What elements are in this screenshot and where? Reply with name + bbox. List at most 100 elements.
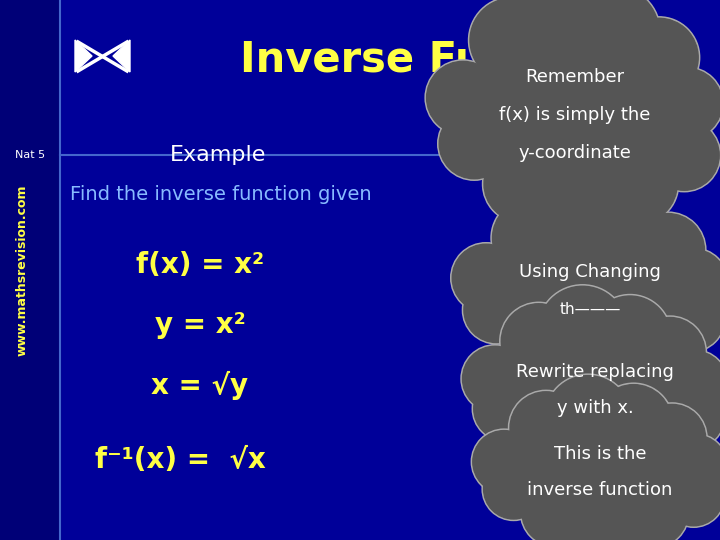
Text: f(x) = x²: f(x) = x² xyxy=(136,251,264,279)
Circle shape xyxy=(482,145,561,224)
Circle shape xyxy=(649,120,719,190)
Circle shape xyxy=(473,430,535,493)
Circle shape xyxy=(564,405,639,480)
Text: Example: Example xyxy=(170,145,266,165)
Circle shape xyxy=(521,479,588,540)
Circle shape xyxy=(570,0,659,77)
Circle shape xyxy=(498,198,683,382)
Circle shape xyxy=(616,400,686,470)
Text: f⁻¹(x) =  √x: f⁻¹(x) = √x xyxy=(94,446,266,474)
Circle shape xyxy=(539,152,626,239)
Circle shape xyxy=(451,242,521,313)
Circle shape xyxy=(477,17,673,213)
Circle shape xyxy=(599,145,678,223)
Circle shape xyxy=(540,153,624,238)
Circle shape xyxy=(491,198,572,279)
Circle shape xyxy=(425,60,501,136)
Text: www.mathsrevision.com: www.mathsrevision.com xyxy=(16,184,29,356)
Polygon shape xyxy=(113,40,130,72)
Text: Rewrite replacing: Rewrite replacing xyxy=(516,363,674,381)
Text: f(x) is simply the: f(x) is simply the xyxy=(499,106,651,124)
Circle shape xyxy=(639,404,706,471)
Circle shape xyxy=(585,191,668,274)
Circle shape xyxy=(557,307,636,385)
Polygon shape xyxy=(75,40,92,72)
Circle shape xyxy=(508,302,683,477)
Text: y-coordinate: y-coordinate xyxy=(518,144,631,162)
Circle shape xyxy=(665,434,720,497)
Circle shape xyxy=(634,316,706,389)
Circle shape xyxy=(660,383,720,449)
Circle shape xyxy=(595,384,672,462)
Circle shape xyxy=(611,300,686,376)
Circle shape xyxy=(652,69,720,138)
Circle shape xyxy=(556,306,637,387)
Circle shape xyxy=(514,401,581,469)
Circle shape xyxy=(562,403,640,482)
Circle shape xyxy=(439,109,509,179)
Text: Nat 5: Nat 5 xyxy=(15,150,45,160)
Circle shape xyxy=(512,400,582,470)
Circle shape xyxy=(631,214,704,286)
Circle shape xyxy=(500,302,577,380)
Circle shape xyxy=(568,0,660,78)
Circle shape xyxy=(662,350,720,415)
Circle shape xyxy=(492,199,570,277)
Circle shape xyxy=(598,143,679,225)
Circle shape xyxy=(474,377,536,440)
Circle shape xyxy=(462,346,528,411)
Circle shape xyxy=(619,478,689,540)
Text: This is the: This is the xyxy=(554,445,647,463)
Circle shape xyxy=(537,285,628,375)
Circle shape xyxy=(659,286,720,350)
Circle shape xyxy=(630,212,706,288)
Circle shape xyxy=(657,284,720,352)
Circle shape xyxy=(438,107,510,180)
Circle shape xyxy=(461,345,529,413)
Circle shape xyxy=(475,16,675,214)
Circle shape xyxy=(594,383,673,463)
Text: Remember: Remember xyxy=(526,68,624,86)
Circle shape xyxy=(506,301,684,479)
Circle shape xyxy=(664,351,720,414)
Text: inverse function: inverse function xyxy=(527,481,672,499)
Circle shape xyxy=(510,0,611,73)
Circle shape xyxy=(516,388,684,540)
Text: Find the inverse function given: Find the inverse function given xyxy=(70,186,372,205)
Circle shape xyxy=(484,146,559,222)
Circle shape xyxy=(618,17,700,98)
Circle shape xyxy=(501,303,576,379)
Circle shape xyxy=(621,479,688,540)
Circle shape xyxy=(648,119,720,192)
Circle shape xyxy=(508,390,583,465)
Circle shape xyxy=(539,286,626,374)
Circle shape xyxy=(664,466,720,526)
Circle shape xyxy=(661,385,720,448)
Circle shape xyxy=(635,318,705,388)
Text: y = x²: y = x² xyxy=(155,311,246,339)
Circle shape xyxy=(531,180,623,272)
Circle shape xyxy=(666,435,720,495)
Circle shape xyxy=(590,296,670,376)
Circle shape xyxy=(546,376,630,460)
Circle shape xyxy=(470,0,554,82)
Circle shape xyxy=(482,457,545,521)
Circle shape xyxy=(462,276,531,344)
Circle shape xyxy=(515,387,685,540)
Circle shape xyxy=(583,190,670,275)
Circle shape xyxy=(464,278,529,342)
Circle shape xyxy=(426,62,500,134)
Circle shape xyxy=(484,459,544,519)
Text: y with x.: y with x. xyxy=(557,399,634,417)
Text: Using Changing: Using Changing xyxy=(519,263,661,281)
Circle shape xyxy=(499,199,681,381)
Circle shape xyxy=(662,464,720,527)
Circle shape xyxy=(472,376,538,442)
Circle shape xyxy=(569,482,644,540)
Circle shape xyxy=(660,248,720,316)
Text: Inverse Fu: Inverse Fu xyxy=(240,39,485,81)
Circle shape xyxy=(522,481,587,540)
Circle shape xyxy=(570,484,642,540)
Circle shape xyxy=(512,0,610,72)
Bar xyxy=(0,0,60,540)
